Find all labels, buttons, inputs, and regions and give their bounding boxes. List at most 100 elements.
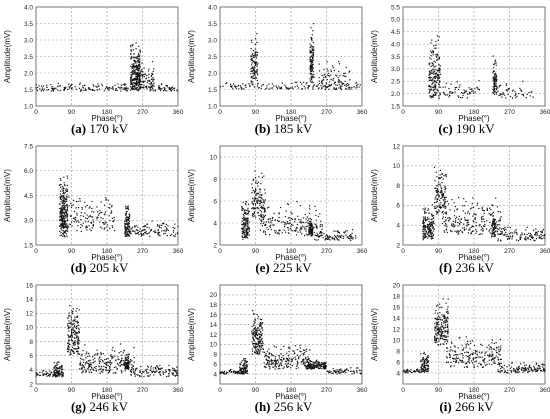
data-point (267, 207, 269, 209)
data-point (260, 215, 262, 217)
data-point (294, 81, 296, 83)
data-point (251, 57, 253, 60)
data-point (506, 235, 508, 237)
data-point (146, 375, 149, 377)
data-point (265, 366, 267, 369)
data-point (311, 55, 313, 58)
data-point (343, 370, 346, 373)
data-point (257, 318, 259, 320)
data-point (492, 222, 494, 224)
data-point (126, 233, 128, 235)
data-point (255, 349, 257, 351)
data-point (246, 220, 248, 222)
data-point (75, 327, 77, 329)
data-point (254, 192, 256, 194)
data-point (66, 325, 69, 327)
data-point (333, 230, 335, 232)
data-point (491, 230, 494, 232)
data-point (347, 236, 349, 238)
data-point (312, 59, 314, 61)
data-point (423, 218, 425, 220)
data-point (167, 229, 169, 232)
data-point (132, 79, 134, 81)
data-point (77, 339, 79, 342)
x-tick-label: 360 (540, 248, 550, 255)
data-point (73, 333, 76, 335)
data-point (81, 208, 83, 210)
data-point (280, 358, 282, 361)
data-point (259, 340, 261, 342)
data-point (173, 235, 175, 237)
data-point (72, 308, 74, 310)
data-point (319, 367, 322, 369)
data-point (439, 77, 441, 79)
data-point (63, 191, 65, 194)
data-point (256, 331, 258, 333)
chart-panel: 0 90 180 270 360246810Phase(°)Amplitude(mV)(… (187, 145, 368, 275)
data-point (101, 85, 104, 87)
data-point (98, 360, 100, 362)
data-point (451, 199, 453, 201)
data-point (269, 360, 271, 362)
data-point (254, 71, 256, 73)
data-point (438, 194, 440, 197)
data-point (137, 374, 139, 376)
data-point (435, 56, 438, 58)
data-point (310, 364, 313, 366)
data-point (76, 212, 78, 214)
data-point (273, 345, 276, 347)
data-point (120, 86, 122, 89)
data-point (106, 86, 108, 88)
data-point (333, 370, 336, 373)
data-point (82, 349, 84, 352)
data-point (543, 235, 546, 237)
data-point (229, 83, 232, 85)
data-point (114, 350, 116, 352)
data-point (253, 191, 256, 193)
data-point (128, 220, 131, 222)
data-point (463, 89, 465, 91)
data-point (253, 54, 255, 57)
data-point (436, 191, 438, 193)
data-point (435, 44, 437, 46)
data-point (252, 67, 254, 69)
data-point (478, 80, 480, 82)
data-point (139, 72, 141, 74)
data-point (89, 366, 91, 368)
data-point (256, 70, 258, 72)
data-point (150, 229, 152, 231)
data-point (84, 363, 86, 365)
data-point (137, 230, 139, 232)
data-point (267, 364, 270, 366)
data-point (98, 358, 100, 360)
data-point (54, 88, 56, 90)
data-point (329, 372, 331, 374)
data-point (67, 341, 69, 343)
data-point (265, 359, 267, 361)
data-point (155, 231, 157, 234)
data-point (443, 175, 445, 177)
data-point (273, 85, 275, 87)
data-point (151, 83, 153, 85)
data-point (281, 232, 283, 234)
data-point (250, 76, 252, 78)
data-point (76, 351, 78, 353)
data-point (296, 227, 298, 229)
data-point (146, 368, 148, 370)
data-point (440, 206, 443, 208)
data-point (264, 192, 266, 194)
data-point (524, 238, 526, 241)
data-point (92, 356, 94, 358)
data-point (433, 217, 435, 219)
data-point (72, 320, 74, 322)
data-point (247, 217, 249, 219)
data-point (428, 229, 431, 231)
data-point (286, 220, 288, 223)
data-point (459, 84, 461, 86)
data-point (145, 371, 148, 373)
data-point (255, 347, 257, 349)
data-point (51, 87, 53, 89)
data-point (125, 217, 127, 219)
data-point (296, 365, 298, 367)
data-point (457, 222, 459, 224)
